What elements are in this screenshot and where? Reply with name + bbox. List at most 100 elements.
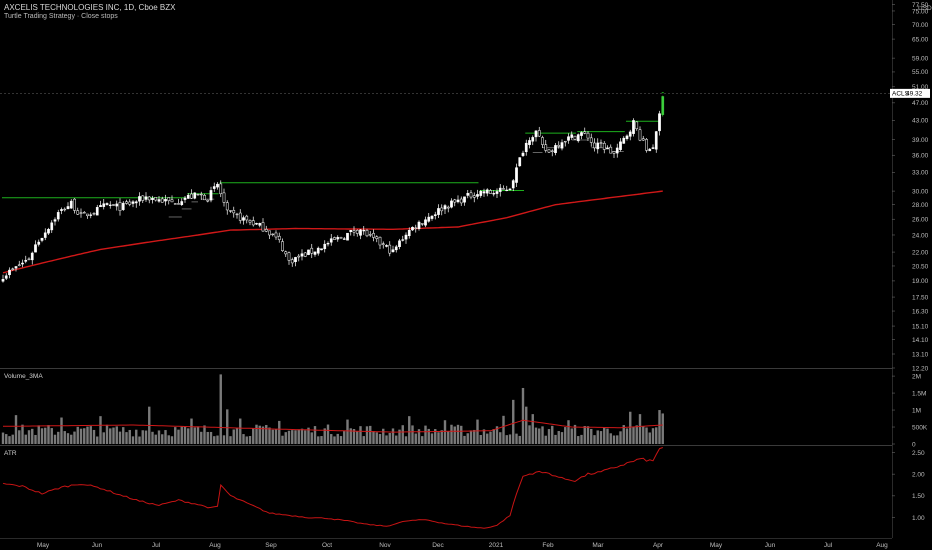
candle-body — [34, 244, 37, 253]
candle-body — [66, 206, 70, 210]
candle-body — [281, 241, 284, 251]
volume-bar — [437, 432, 440, 444]
volume-bar — [161, 434, 164, 444]
x-tick-label: Feb — [542, 542, 554, 549]
volume-bar — [70, 434, 73, 444]
volume-bar — [463, 435, 466, 444]
volume-bar — [629, 411, 632, 444]
candle-body — [589, 137, 593, 143]
volume-bar — [261, 426, 265, 444]
volume-bar — [245, 436, 248, 444]
candle-body — [661, 96, 665, 115]
volume-bar — [21, 424, 24, 444]
price-tick-label: 14.10 — [912, 337, 929, 344]
last-price-symbol: ACLS — [892, 91, 910, 98]
volume-bar — [281, 435, 284, 444]
candle-body — [144, 196, 148, 200]
candle-body — [287, 252, 291, 261]
candle-body — [63, 208, 67, 211]
candle-body — [654, 131, 658, 150]
candle-body — [82, 212, 86, 214]
candle-body — [625, 135, 629, 139]
volume-bar — [105, 424, 109, 444]
candle-body — [297, 255, 301, 258]
x-tick-label: Aug — [876, 542, 888, 549]
candle-body — [99, 205, 102, 208]
volume-bar — [206, 431, 209, 444]
candle-body — [323, 243, 327, 250]
volume-bar — [489, 431, 492, 444]
candle-body — [365, 230, 369, 237]
candle-body — [268, 230, 271, 236]
volume-bar — [268, 427, 271, 444]
volume-bar — [297, 429, 300, 444]
volume-bar — [8, 436, 11, 444]
volume-bar — [235, 428, 239, 444]
volume-bar — [138, 436, 141, 444]
volume-bar — [232, 429, 235, 444]
volume-bar — [534, 427, 538, 444]
candle-body — [537, 130, 541, 137]
volume-bar — [226, 409, 229, 444]
candle-body — [138, 196, 141, 202]
price-panel[interactable] — [0, 92, 892, 283]
candle-body — [199, 193, 203, 196]
volume-bar — [79, 428, 83, 444]
volume-bar — [616, 435, 619, 444]
candle-body — [37, 241, 41, 245]
price-tick-label: 47.00 — [912, 100, 929, 107]
candle-body — [294, 257, 297, 262]
volume-panel[interactable]: Volume_3MA — [1, 373, 664, 444]
candle-body — [550, 150, 554, 152]
volume-bar — [346, 419, 349, 444]
volume-bar — [14, 415, 18, 444]
candle-body — [518, 157, 522, 167]
candle-body — [593, 142, 596, 149]
candle-body — [53, 219, 57, 222]
price-tick-label: 39.00 — [912, 137, 929, 144]
volume-bar — [502, 415, 505, 444]
volume-bar — [372, 431, 375, 444]
candle-body — [414, 227, 418, 229]
volume-bar — [547, 429, 551, 444]
candle-body — [580, 132, 583, 136]
volume-bar — [414, 433, 417, 444]
candle-body — [515, 167, 518, 183]
volume-bar — [300, 428, 304, 444]
candle-body — [641, 138, 645, 141]
volume-bar — [154, 434, 157, 444]
volume-bar — [573, 424, 577, 444]
candle-body — [359, 229, 362, 236]
candle-body — [368, 234, 372, 236]
volume-bar — [544, 435, 547, 444]
volume-bar — [603, 427, 606, 444]
candle-body — [570, 134, 574, 138]
candle-body — [316, 247, 320, 254]
candle-body — [248, 220, 252, 223]
atr-tick-label: 1.50 — [912, 493, 925, 500]
volume-bar — [242, 434, 245, 444]
candle-body — [40, 237, 44, 241]
candle-body — [524, 142, 528, 153]
candle-body — [245, 215, 249, 221]
atr-tick-label: 2.00 — [912, 471, 925, 478]
x-tick-label: 2021 — [489, 542, 504, 549]
candle-body — [609, 146, 613, 154]
price-tick-label: 17.50 — [912, 294, 929, 301]
price-tick-label: 15.10 — [912, 323, 929, 330]
candle-body — [151, 198, 154, 200]
candle-body — [628, 131, 632, 137]
candle-body — [147, 196, 151, 201]
volume-bar — [430, 433, 434, 444]
atr-panel[interactable]: ATR — [2, 447, 663, 529]
candle-body — [157, 199, 161, 202]
candle-body — [105, 203, 109, 205]
candle-body — [112, 204, 115, 206]
volume-bar — [391, 428, 395, 444]
candle-body — [4, 275, 8, 279]
candle-body — [95, 207, 99, 216]
volume-bar — [411, 425, 414, 444]
price-tick-label: 59.00 — [912, 55, 929, 62]
candle-body — [115, 203, 119, 207]
